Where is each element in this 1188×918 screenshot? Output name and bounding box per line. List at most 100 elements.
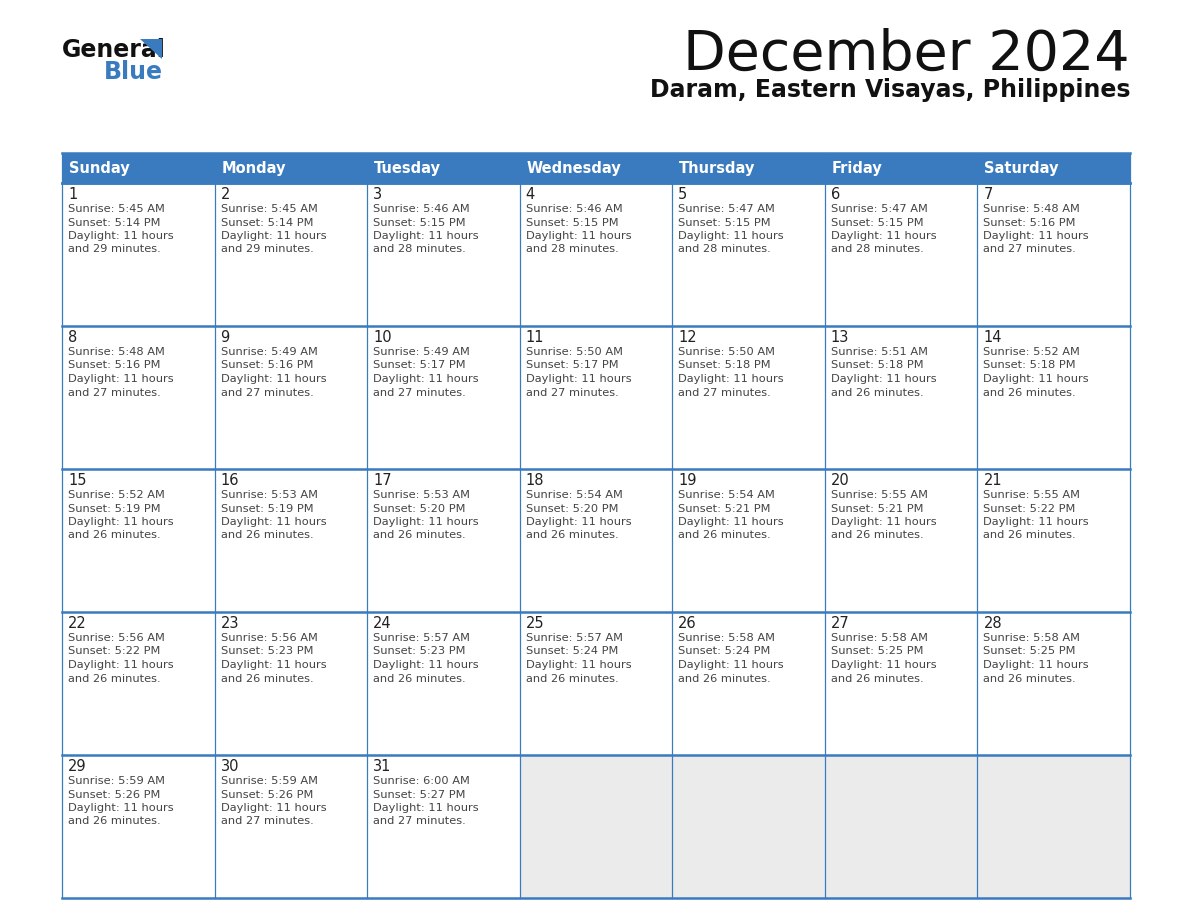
Text: and 27 minutes.: and 27 minutes. (373, 816, 466, 826)
Text: Sunrise: 5:48 AM: Sunrise: 5:48 AM (68, 347, 165, 357)
Text: December 2024: December 2024 (683, 28, 1130, 82)
Bar (672, 755, 824, 898)
Text: Sunrise: 5:47 AM: Sunrise: 5:47 AM (830, 204, 928, 214)
Bar (672, 326, 824, 469)
Text: Sunrise: 5:50 AM: Sunrise: 5:50 AM (678, 347, 776, 357)
Bar (215, 183, 367, 326)
Text: Sunrise: 5:48 AM: Sunrise: 5:48 AM (984, 204, 1080, 214)
Bar (367, 183, 519, 326)
Text: Blue: Blue (105, 60, 163, 84)
Text: and 26 minutes.: and 26 minutes. (68, 674, 160, 684)
Text: 10: 10 (373, 330, 392, 345)
Text: Daylight: 11 hours: Daylight: 11 hours (221, 374, 327, 384)
Text: 9: 9 (221, 330, 229, 345)
Text: Daylight: 11 hours: Daylight: 11 hours (984, 660, 1089, 670)
Text: Daylight: 11 hours: Daylight: 11 hours (68, 803, 173, 813)
Text: 14: 14 (984, 330, 1001, 345)
Text: 1: 1 (68, 187, 77, 202)
Bar (978, 183, 1130, 326)
Text: and 26 minutes.: and 26 minutes. (830, 387, 923, 397)
Text: Daylight: 11 hours: Daylight: 11 hours (526, 517, 631, 527)
Text: and 29 minutes.: and 29 minutes. (221, 244, 314, 254)
Text: 7: 7 (984, 187, 993, 202)
Text: 23: 23 (221, 616, 239, 631)
Bar (519, 183, 672, 326)
Text: Tuesday: Tuesday (374, 161, 441, 175)
Bar (672, 183, 824, 326)
Bar (367, 755, 519, 898)
Text: Sunrise: 5:45 AM: Sunrise: 5:45 AM (68, 204, 165, 214)
Text: Sunrise: 5:49 AM: Sunrise: 5:49 AM (373, 347, 470, 357)
Text: Sunset: 5:23 PM: Sunset: 5:23 PM (373, 646, 466, 656)
Text: Sunset: 5:14 PM: Sunset: 5:14 PM (68, 218, 160, 228)
Text: Daylight: 11 hours: Daylight: 11 hours (221, 660, 327, 670)
Text: and 27 minutes.: and 27 minutes. (373, 387, 466, 397)
Text: Daylight: 11 hours: Daylight: 11 hours (984, 517, 1089, 527)
Bar (672, 612, 824, 755)
Text: and 26 minutes.: and 26 minutes. (830, 531, 923, 541)
Bar (62, 469, 215, 612)
Text: Daylight: 11 hours: Daylight: 11 hours (830, 231, 936, 241)
Text: 16: 16 (221, 473, 239, 488)
Text: Daylight: 11 hours: Daylight: 11 hours (373, 231, 479, 241)
Text: Sunrise: 5:59 AM: Sunrise: 5:59 AM (68, 776, 165, 786)
Text: Sunset: 5:24 PM: Sunset: 5:24 PM (678, 646, 771, 656)
Text: Daylight: 11 hours: Daylight: 11 hours (373, 374, 479, 384)
Text: and 28 minutes.: and 28 minutes. (678, 244, 771, 254)
Text: 15: 15 (68, 473, 87, 488)
Bar (367, 326, 519, 469)
Text: and 26 minutes.: and 26 minutes. (68, 531, 160, 541)
Text: and 26 minutes.: and 26 minutes. (678, 674, 771, 684)
Text: Sunset: 5:15 PM: Sunset: 5:15 PM (526, 218, 618, 228)
Text: Daylight: 11 hours: Daylight: 11 hours (373, 660, 479, 670)
Text: 29: 29 (68, 759, 87, 774)
Text: Sunset: 5:18 PM: Sunset: 5:18 PM (984, 361, 1076, 371)
Text: Sunrise: 5:55 AM: Sunrise: 5:55 AM (830, 490, 928, 500)
Text: and 26 minutes.: and 26 minutes. (526, 531, 618, 541)
Bar (62, 612, 215, 755)
Text: 25: 25 (526, 616, 544, 631)
Text: Sunset: 5:27 PM: Sunset: 5:27 PM (373, 789, 466, 800)
Text: Sunset: 5:17 PM: Sunset: 5:17 PM (526, 361, 618, 371)
Text: Daylight: 11 hours: Daylight: 11 hours (830, 374, 936, 384)
Text: and 27 minutes.: and 27 minutes. (68, 387, 160, 397)
Text: Sunset: 5:19 PM: Sunset: 5:19 PM (221, 503, 314, 513)
Text: Daylight: 11 hours: Daylight: 11 hours (678, 231, 784, 241)
Text: 18: 18 (526, 473, 544, 488)
Bar (978, 755, 1130, 898)
Text: Daylight: 11 hours: Daylight: 11 hours (68, 231, 173, 241)
Text: Sunset: 5:25 PM: Sunset: 5:25 PM (830, 646, 923, 656)
Text: Sunset: 5:18 PM: Sunset: 5:18 PM (830, 361, 923, 371)
Text: Sunrise: 5:47 AM: Sunrise: 5:47 AM (678, 204, 775, 214)
Bar (215, 755, 367, 898)
Text: Wednesday: Wednesday (526, 161, 621, 175)
Text: Sunrise: 5:56 AM: Sunrise: 5:56 AM (68, 633, 165, 643)
Bar (519, 153, 672, 183)
Text: 26: 26 (678, 616, 697, 631)
Text: and 26 minutes.: and 26 minutes. (678, 531, 771, 541)
Text: Daylight: 11 hours: Daylight: 11 hours (221, 517, 327, 527)
Bar (367, 153, 519, 183)
Text: Daylight: 11 hours: Daylight: 11 hours (68, 517, 173, 527)
Text: Sunset: 5:26 PM: Sunset: 5:26 PM (68, 789, 160, 800)
Text: Sunrise: 5:46 AM: Sunrise: 5:46 AM (526, 204, 623, 214)
Text: Sunset: 5:22 PM: Sunset: 5:22 PM (68, 646, 160, 656)
Text: Sunset: 5:15 PM: Sunset: 5:15 PM (373, 218, 466, 228)
Text: 3: 3 (373, 187, 383, 202)
Text: Sunrise: 5:53 AM: Sunrise: 5:53 AM (373, 490, 470, 500)
Text: Sunset: 5:19 PM: Sunset: 5:19 PM (68, 503, 160, 513)
Text: 13: 13 (830, 330, 849, 345)
Text: 6: 6 (830, 187, 840, 202)
Text: 22: 22 (68, 616, 87, 631)
Bar (978, 326, 1130, 469)
Text: and 26 minutes.: and 26 minutes. (984, 531, 1076, 541)
Text: Sunset: 5:26 PM: Sunset: 5:26 PM (221, 789, 312, 800)
Bar (672, 153, 824, 183)
Text: Daylight: 11 hours: Daylight: 11 hours (830, 517, 936, 527)
Text: and 26 minutes.: and 26 minutes. (526, 674, 618, 684)
Bar (62, 755, 215, 898)
Bar (215, 612, 367, 755)
Text: Sunrise: 5:57 AM: Sunrise: 5:57 AM (526, 633, 623, 643)
Text: Daylight: 11 hours: Daylight: 11 hours (68, 660, 173, 670)
Bar (824, 612, 978, 755)
